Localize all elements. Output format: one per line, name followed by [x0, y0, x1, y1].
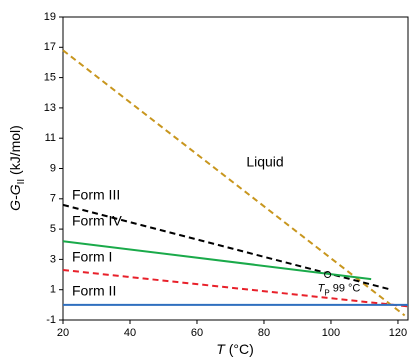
- y-tick-label: 1: [50, 284, 56, 296]
- x-tick-label: 100: [322, 327, 340, 339]
- x-tick-label: 20: [57, 327, 69, 339]
- series-label: Form IV: [72, 213, 122, 229]
- y-tick-label: 19: [44, 11, 56, 23]
- x-tick-label: 80: [258, 327, 270, 339]
- series-label: Form II: [72, 283, 116, 299]
- x-axis-label: T (°C): [216, 341, 254, 357]
- y-tick-label: 5: [50, 223, 56, 235]
- annotation-rest: 99 °C: [330, 282, 361, 294]
- annotation-label: TP 99 °C: [318, 282, 361, 297]
- y-tick-label: 3: [50, 253, 56, 265]
- series-label: Form I: [72, 249, 112, 265]
- y-tick-label: 7: [50, 193, 56, 205]
- series-label: Form III: [72, 187, 120, 203]
- y-tick-label: 11: [45, 132, 56, 144]
- y-tick-label: -1: [46, 314, 56, 326]
- x-tick-label: 120: [389, 327, 407, 339]
- page: {"chart_data": {"type": "line", "x_label…: [0, 0, 414, 362]
- y-tick-label: 17: [44, 41, 56, 53]
- y-tick-label: 9: [50, 162, 56, 174]
- x-tick-label: 60: [191, 327, 203, 339]
- x-tick-label: 40: [124, 327, 136, 339]
- series-label: Liquid: [246, 154, 283, 170]
- y-tick-label: 13: [44, 102, 56, 114]
- y-axis-label: G-GII (kJ/mol): [7, 125, 27, 211]
- y-tick-label: 15: [44, 72, 56, 84]
- chart: T (°C) G-GII (kJ/mol) -11357911131517192…: [0, 0, 414, 362]
